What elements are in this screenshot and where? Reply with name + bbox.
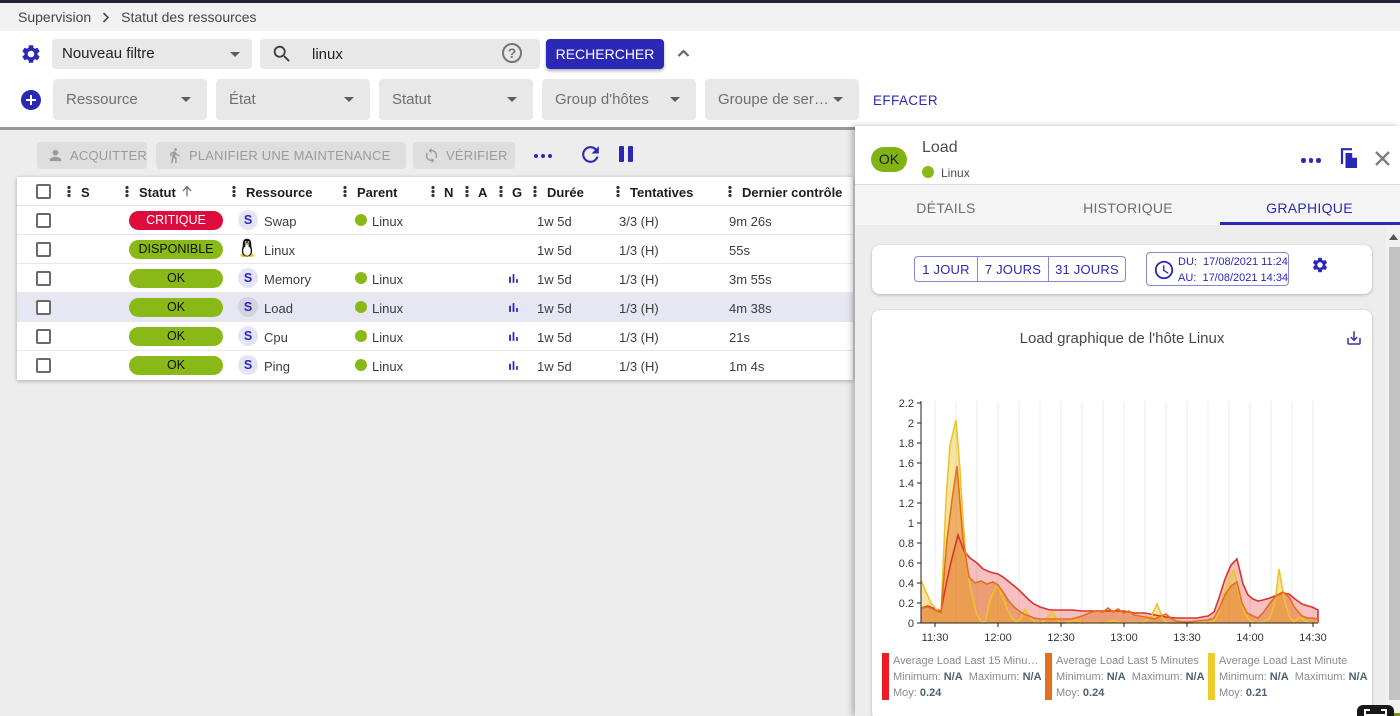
svg-text:1: 1 [908, 518, 914, 530]
svg-text:1.6: 1.6 [899, 458, 914, 470]
svg-text:13:00: 13:00 [1110, 632, 1138, 644]
svg-text:2.2: 2.2 [899, 398, 914, 410]
svg-text:14:00: 14:00 [1236, 632, 1264, 644]
svg-text:13:30: 13:30 [1173, 632, 1201, 644]
svg-text:0.8: 0.8 [899, 538, 914, 550]
svg-text:11:30: 11:30 [922, 632, 949, 644]
svg-text:2: 2 [908, 418, 914, 430]
svg-text:14:30: 14:30 [1299, 632, 1327, 644]
svg-text:1.4: 1.4 [899, 478, 914, 490]
svg-text:0.6: 0.6 [899, 558, 914, 570]
svg-text:12:00: 12:00 [984, 632, 1012, 644]
svg-text:0: 0 [908, 618, 914, 630]
svg-text:1.8: 1.8 [899, 438, 914, 450]
svg-text:1.2: 1.2 [899, 498, 914, 510]
svg-text:12:30: 12:30 [1047, 632, 1075, 644]
svg-text:0.2: 0.2 [899, 598, 914, 610]
svg-text:0.4: 0.4 [899, 578, 914, 590]
